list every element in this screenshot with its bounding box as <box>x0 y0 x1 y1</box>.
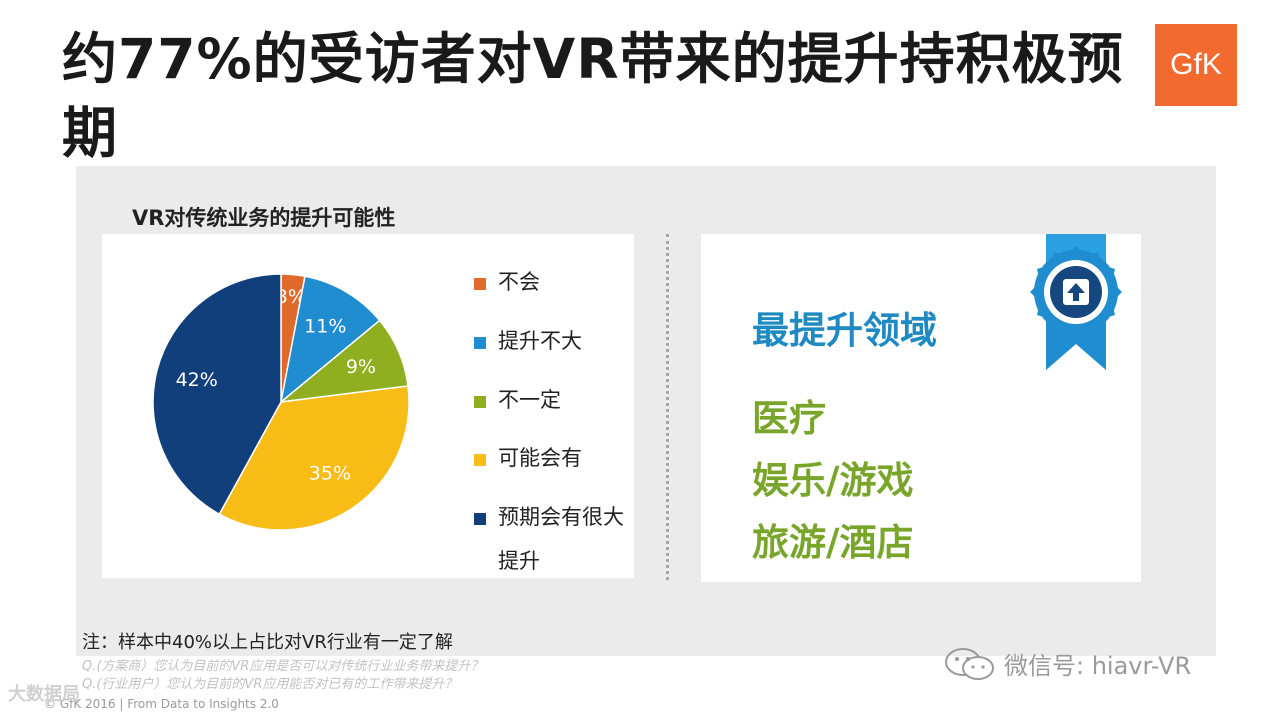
watermark-left: 大数据局 <box>8 684 80 705</box>
pie-chart: 3% 11%9% 35% 42% <box>152 273 410 531</box>
pie-slice <box>218 385 410 531</box>
legend-label: 不会 <box>498 270 540 294</box>
pie-slice-label: 11% <box>304 316 346 338</box>
copyright: © GfK 2016 | From Data to Insights 2.0 <box>44 697 279 711</box>
wechat-label: 微信号: hiavr-VR <box>1004 652 1192 680</box>
wechat-watermark: 微信号: hiavr-VR <box>944 646 1191 681</box>
legend-swatch <box>474 278 486 290</box>
footnote: 注：样本中40%以上占比对VR行业有一定了解 <box>82 632 453 653</box>
legend-label: 预期会有很大提升 <box>498 505 624 573</box>
legend-item: 不一定 <box>474 388 638 422</box>
legend-swatch <box>474 454 486 466</box>
legend-label: 提升不大 <box>498 329 582 353</box>
pie-slice-label: 42% <box>176 369 218 391</box>
upward-arrow-ribbon-badge-icon <box>1030 234 1122 370</box>
chart-title: VR对传统业务的提升可能性 <box>132 206 396 230</box>
gfk-logo: GfK <box>1155 24 1237 106</box>
area-item: 旅游/酒店 <box>752 521 914 564</box>
survey-question: Q.(方案商）您认为目前的VR应用是否可以对传统行业业务带来提升？ <box>82 659 484 674</box>
legend-label: 不一定 <box>498 388 561 412</box>
area-item: 医疗 <box>752 397 826 440</box>
legend-swatch <box>474 337 486 349</box>
pie-slice <box>279 275 381 404</box>
dotted-divider <box>666 234 669 580</box>
legend-item: 提升不大 <box>474 329 638 363</box>
pie-slice-label: 35% <box>309 463 351 485</box>
area-item: 娱乐/游戏 <box>752 459 914 502</box>
wechat-icon <box>945 647 994 680</box>
legend-item: 可能会有 <box>474 446 638 480</box>
legend-item: 预期会有很大提升 <box>474 505 638 583</box>
legend-swatch <box>474 513 486 525</box>
page-title: 约77%的受访者对VR带来的提升持积极预期 <box>62 27 1124 165</box>
legend-label: 可能会有 <box>498 446 582 470</box>
survey-question: Q.(行业用户）您认为目前的VR应用能否对已有的工作带来提升？ <box>82 677 458 692</box>
areas-heading: 最提升领域 <box>752 309 937 352</box>
legend-item: 不会 <box>474 270 638 304</box>
pie-slice-label: 3% <box>276 286 306 308</box>
pie-slice-label: 9% <box>346 356 376 378</box>
pie-slice <box>152 273 282 516</box>
legend-swatch <box>474 396 486 408</box>
